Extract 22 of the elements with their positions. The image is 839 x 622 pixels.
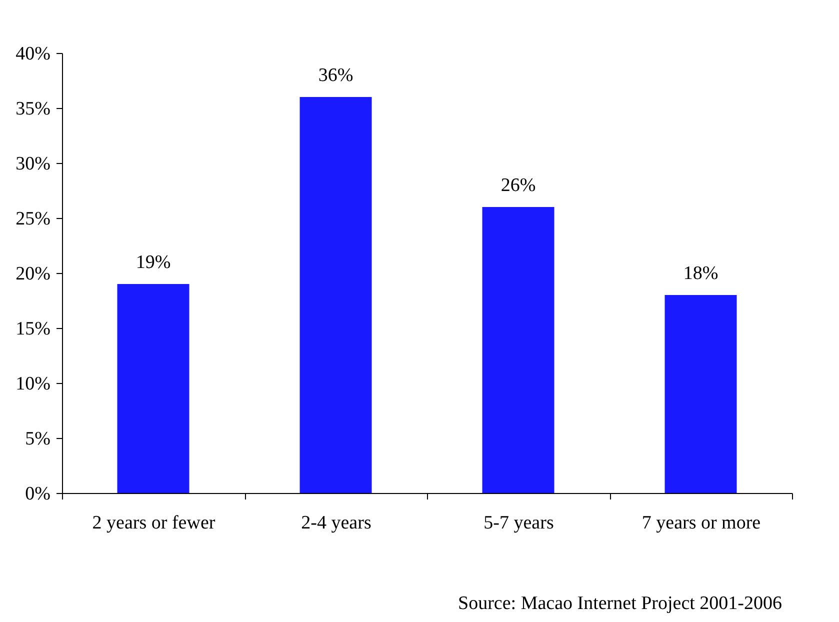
y-tick-label: 0%	[25, 484, 51, 504]
data-label: 36%	[318, 65, 354, 86]
x-tick-label: 7 years or more	[642, 512, 761, 534]
y-tick-label: 30%	[16, 154, 51, 174]
data-label: 18%	[683, 263, 718, 284]
bar	[117, 284, 190, 493]
y-tick-label: 25%	[16, 208, 51, 230]
bar	[664, 295, 737, 493]
y-tick-label: 10%	[16, 374, 51, 394]
bar	[300, 97, 372, 493]
y-tick-label: 15%	[16, 318, 51, 340]
y-tick-label: 5%	[25, 428, 51, 450]
y-tick-label: 35%	[16, 98, 51, 120]
bar	[482, 207, 554, 493]
source-note: Source: Macao Internet Project 2001-2006	[458, 593, 782, 614]
data-label: 26%	[500, 175, 536, 196]
data-label: 19%	[136, 252, 171, 273]
x-tick-label: 2 years or fewer	[92, 512, 216, 534]
y-tick-label: 20%	[16, 264, 51, 284]
x-tick-label: 5-7 years	[484, 512, 554, 534]
x-tick-label: 2-4 years	[301, 512, 372, 534]
y-tick-label: 40%	[16, 44, 51, 64]
